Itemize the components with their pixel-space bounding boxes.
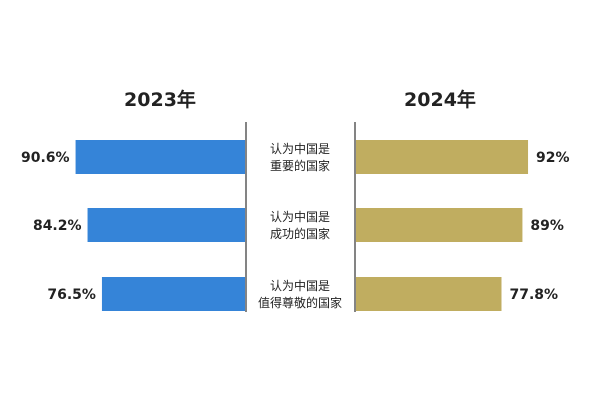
category-label-3-line-1: 认为中国是: [270, 278, 330, 293]
category-label-1-line-1: 认为中国是: [270, 141, 330, 156]
bar-2023-3: [101, 277, 245, 311]
bar-2023-2: [87, 208, 246, 242]
category-label-2-line-2: 成功的国家: [270, 226, 330, 241]
category-label-3-line-2: 值得尊敬的国家: [258, 295, 342, 310]
value-label-2024-2: 89%: [530, 218, 564, 234]
series-title-2023: 2023年: [124, 88, 196, 111]
value-label-2024-3: 77.8%: [509, 287, 558, 303]
bar-2024-1: [356, 140, 529, 174]
value-label-2023-1: 90.6%: [21, 150, 70, 166]
series-title-2024: 2024年: [404, 88, 476, 111]
bar-2023-1: [75, 140, 245, 174]
category-label-2-line-1: 认为中国是: [270, 209, 330, 224]
bar-2024-2: [356, 208, 523, 242]
value-label-2024-1: 92%: [536, 150, 570, 166]
bar-2024-3: [356, 277, 502, 311]
category-label-1-line-2: 重要的国家: [270, 158, 330, 173]
value-label-2023-3: 76.5%: [47, 287, 96, 303]
value-label-2023-2: 84.2%: [33, 218, 82, 234]
